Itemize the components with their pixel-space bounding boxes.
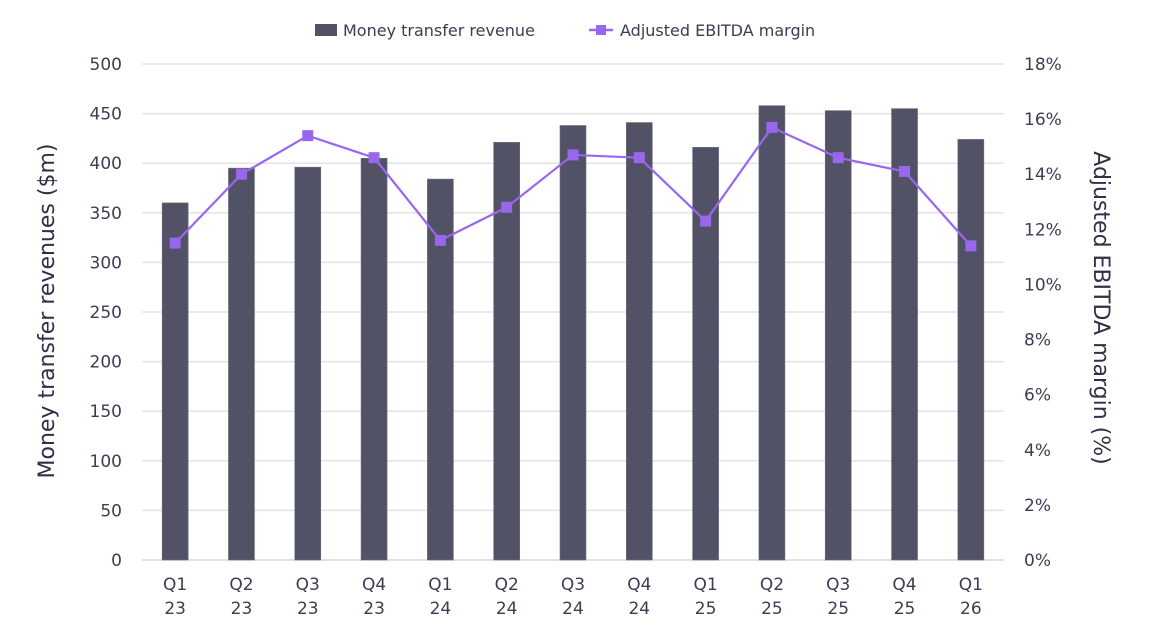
revenue-bar [957, 139, 985, 561]
x-tick-label: Q4 23 [362, 575, 386, 619]
right-tick-label: 2% [1024, 496, 1051, 516]
x-tick-label: Q4 24 [627, 575, 651, 619]
revenue-bars [161, 105, 985, 561]
left-tick-label: 150 [90, 402, 122, 422]
left-axis-title: Money transfer revenues ($m) [35, 144, 60, 479]
right-axis-title: Adjusted EBITDA margin (%) [1088, 151, 1113, 464]
left-tick-label: 400 [90, 154, 122, 174]
right-tick-label: 6% [1024, 386, 1051, 406]
x-tick-label: Q2 25 [760, 575, 784, 619]
x-tick-label: Q1 26 [959, 575, 983, 619]
margin-marker [567, 149, 579, 161]
revenue-bar [294, 166, 322, 561]
revenue-bar [824, 110, 852, 561]
margin-marker [766, 121, 778, 133]
x-tick-label: Q2 23 [229, 575, 253, 619]
left-tick-label: 50 [100, 501, 122, 521]
margin-marker [302, 130, 314, 142]
left-tick-label: 500 [90, 55, 122, 75]
right-tick-label: 12% [1024, 220, 1062, 240]
x-tick-label: Q3 24 [561, 575, 585, 619]
margin-line [169, 121, 977, 252]
left-tick-label: 0 [111, 551, 122, 571]
x-tick-label: Q3 23 [296, 575, 320, 619]
legend-label-revenue: Money transfer revenue [343, 21, 535, 40]
left-tick-label: 300 [90, 253, 122, 273]
left-axis-ticks: 0 50 100 150 200 250 300 350 400 450 500 [90, 55, 122, 571]
margin-marker [899, 165, 911, 177]
left-tick-label: 200 [90, 353, 122, 373]
x-tick-label: Q1 23 [163, 575, 187, 619]
right-axis-ticks: 0% 2% 4% 6% 8% 10% 12% 14% 16% 18% [1024, 55, 1062, 571]
margin-marker [501, 201, 513, 213]
legend-swatch-revenue [315, 24, 337, 36]
margin-marker [832, 152, 844, 164]
x-tick-label: Q3 25 [826, 575, 850, 619]
right-tick-label: 14% [1024, 165, 1062, 185]
margin-marker [700, 215, 712, 227]
revenue-bar [891, 108, 918, 561]
margin-marker [235, 168, 247, 180]
left-tick-label: 350 [90, 204, 122, 224]
left-tick-label: 450 [90, 105, 122, 125]
x-tick-label: Q1 24 [428, 575, 452, 619]
legend: Money transfer revenue Adjusted EBITDA m… [315, 21, 815, 40]
right-tick-label: 16% [1024, 110, 1062, 130]
revenue-bar [360, 157, 388, 561]
margin-marker [965, 240, 977, 252]
x-axis-ticks: Q1 23 Q2 23 Q3 23 Q4 23 Q1 24 Q2 24 Q3 24 Q4 24 Q1 25 Q2 25… [163, 575, 983, 619]
margin-marker [368, 152, 380, 164]
left-tick-label: 250 [90, 303, 122, 323]
right-tick-label: 4% [1024, 441, 1051, 461]
margin-marker [169, 237, 181, 249]
revenue-bar [758, 105, 786, 561]
right-tick-label: 18% [1024, 55, 1062, 75]
right-tick-label: 8% [1024, 331, 1051, 351]
margin-marker [633, 152, 645, 164]
revenue-bar [559, 125, 587, 561]
right-tick-label: 0% [1024, 551, 1051, 571]
legend-marker-margin [596, 25, 606, 35]
revenue-bar [626, 122, 653, 561]
revenue-bar [228, 167, 255, 561]
x-tick-label: Q1 25 [694, 575, 718, 619]
left-tick-label: 100 [90, 452, 122, 472]
x-tick-label: Q2 24 [495, 575, 519, 619]
x-tick-label: Q4 25 [892, 575, 916, 619]
revenue-bar [161, 202, 189, 561]
right-tick-label: 10% [1024, 275, 1062, 295]
legend-label-margin: Adjusted EBITDA margin [620, 21, 815, 40]
margin-marker [434, 234, 446, 246]
